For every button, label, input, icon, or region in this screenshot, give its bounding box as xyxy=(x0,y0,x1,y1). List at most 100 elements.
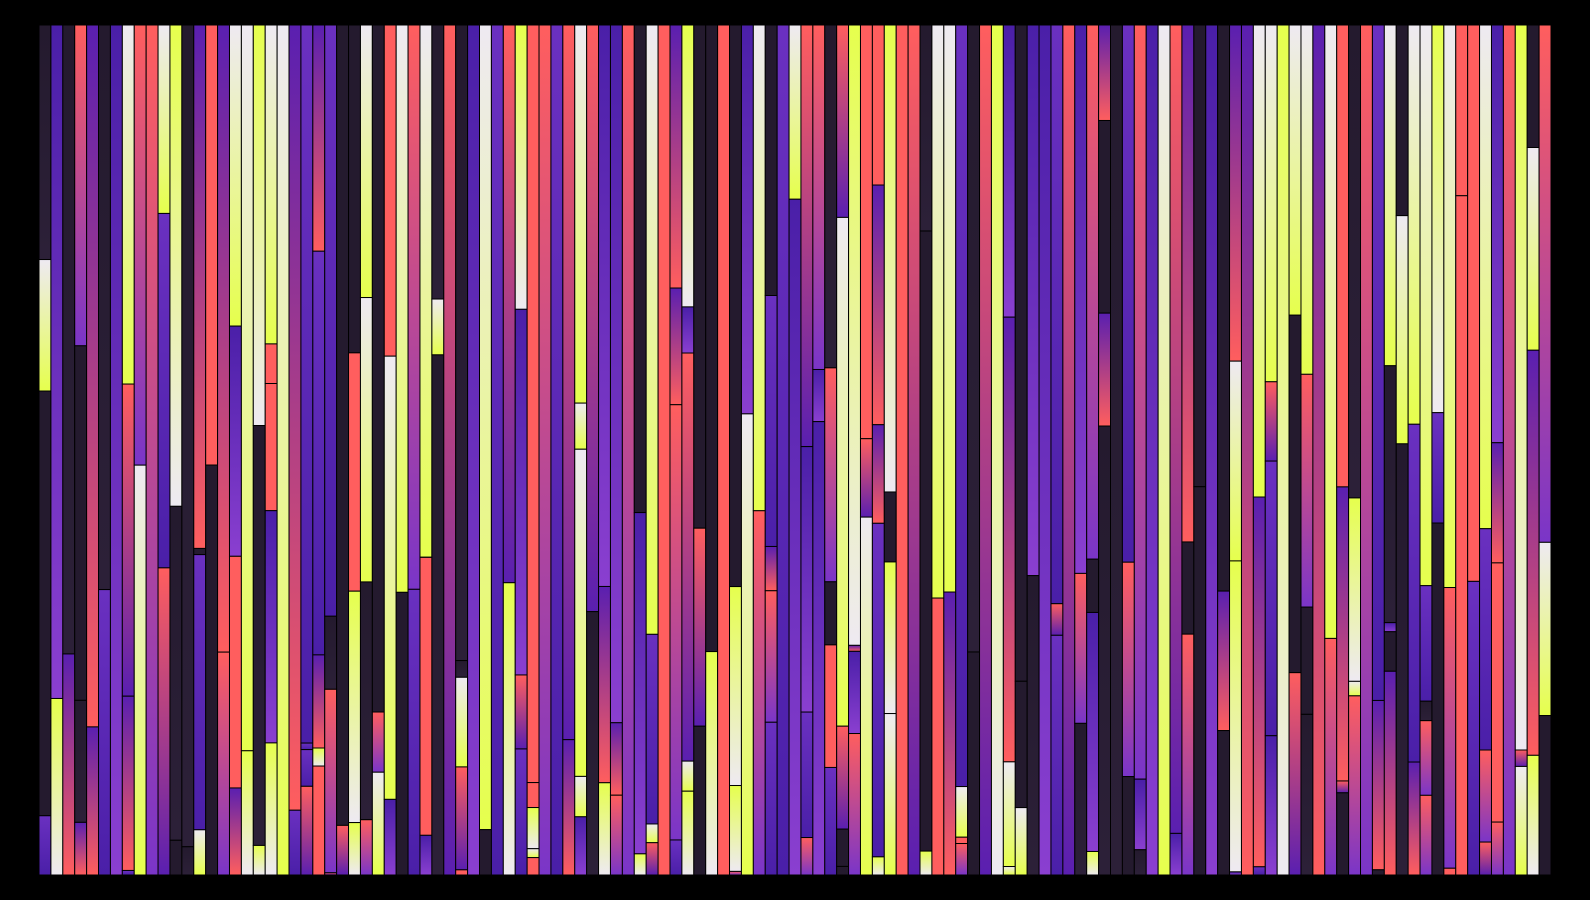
stripe-segment xyxy=(74,345,88,701)
stripe-segment xyxy=(1074,572,1088,724)
stripe-segment xyxy=(848,650,861,735)
stripe-segment xyxy=(1086,611,1100,852)
stripe-segment xyxy=(645,842,659,876)
stripe-segment xyxy=(431,24,445,300)
stripe-segment xyxy=(967,24,981,653)
stripe-segment xyxy=(300,749,314,787)
stripe-segment xyxy=(1086,850,1100,876)
stripe-segment xyxy=(1455,24,1469,197)
stripe-segment xyxy=(1490,562,1504,823)
stripe-segment xyxy=(824,367,838,583)
stripe-segment xyxy=(288,24,302,811)
stripe-segment xyxy=(669,24,683,289)
stripe-segment xyxy=(121,869,135,876)
stripe-segment xyxy=(1336,486,1350,782)
stripe-segment xyxy=(859,24,873,440)
stripe-segment xyxy=(514,748,528,876)
stripe-segment xyxy=(38,24,52,261)
stripe-segment xyxy=(574,448,588,777)
stripe-segment xyxy=(931,24,945,599)
stripe-segment xyxy=(157,24,171,214)
stripe-segment xyxy=(1098,312,1111,427)
stripe-segment xyxy=(836,828,850,867)
stripe-segment xyxy=(1217,24,1231,592)
stripe-segment xyxy=(788,198,802,876)
stripe-segment xyxy=(1145,24,1159,876)
stripe-segment xyxy=(419,24,433,558)
stripe-segment xyxy=(502,582,516,876)
stripe-segment xyxy=(1467,24,1481,582)
stripe-segment xyxy=(1490,24,1504,444)
stripe-segment xyxy=(1002,866,1016,876)
stripe-segment xyxy=(812,368,826,423)
stripe-segment xyxy=(1229,871,1242,876)
stripe-segment xyxy=(1014,680,1028,809)
stripe-segment xyxy=(729,870,742,876)
stripe-segment xyxy=(455,676,469,768)
stripe-segment xyxy=(1193,24,1207,488)
stripe-segment xyxy=(1193,486,1207,876)
stripe-segment xyxy=(1312,24,1326,876)
stripe-segment xyxy=(38,815,52,876)
stripe-segment xyxy=(526,848,540,859)
stripe-segment xyxy=(431,298,445,356)
stripe-segment xyxy=(1240,24,1254,876)
stripe-segment xyxy=(848,24,861,646)
stripe-segment xyxy=(419,556,433,836)
stripe-segment xyxy=(1336,792,1350,876)
stripe-segment xyxy=(264,343,278,385)
stripe-segment xyxy=(336,824,350,876)
stripe-segment xyxy=(1419,585,1433,702)
stripe-segment xyxy=(86,726,100,876)
stripe-segment xyxy=(1050,603,1064,636)
stripe-segment xyxy=(1526,24,1540,149)
stripe-segment xyxy=(562,24,576,741)
stripe-segment xyxy=(1490,442,1504,564)
stripe-segment xyxy=(836,725,850,830)
stripe-segment xyxy=(1360,24,1373,876)
stripe-segment xyxy=(1181,633,1195,876)
stripe-segment xyxy=(1264,24,1278,383)
stripe-segment xyxy=(729,24,742,588)
stripe-segment xyxy=(359,297,373,583)
stripe-segment xyxy=(193,554,207,831)
stripe-segment xyxy=(1252,866,1266,876)
stripe-segment xyxy=(1538,24,1552,543)
stripe-segment xyxy=(871,24,885,186)
stripe-segment xyxy=(50,697,64,876)
stripe-segment xyxy=(1443,24,1457,589)
stripe-segment xyxy=(1229,24,1242,362)
stripe-segment xyxy=(919,850,933,876)
stripe-segment xyxy=(1002,316,1016,763)
stripe-segment xyxy=(1443,587,1457,869)
stripe-segment xyxy=(395,24,409,593)
stripe-segment xyxy=(324,24,338,617)
stripe-segment xyxy=(1288,672,1302,876)
stripe-segment xyxy=(883,24,897,493)
stripe-segment xyxy=(967,651,981,876)
stripe-segment xyxy=(1276,24,1290,876)
stripe-segment xyxy=(407,24,421,590)
stripe-segment xyxy=(550,24,564,876)
stripe-segment xyxy=(1169,832,1183,876)
stripe-segment xyxy=(371,24,385,713)
stripe-segment xyxy=(1288,314,1302,674)
stripe-segment xyxy=(693,24,707,529)
stripe-segment xyxy=(955,836,969,845)
stripe-segment xyxy=(609,794,623,876)
stripe-segment xyxy=(1205,24,1219,876)
stripe-segment xyxy=(586,24,600,613)
stripe-segment xyxy=(455,660,469,678)
stripe-segment xyxy=(240,24,254,752)
stripe-segment xyxy=(300,742,314,751)
stripe-segment xyxy=(1395,215,1409,445)
stripe-segment xyxy=(717,24,731,876)
stripe-segment xyxy=(1431,412,1445,524)
stripe-segment xyxy=(740,413,754,876)
stripe-segment xyxy=(907,24,921,876)
stripe-segment xyxy=(74,699,88,823)
stripe-segment xyxy=(145,24,159,876)
stripe-segment xyxy=(1336,24,1350,488)
stripe-segment xyxy=(955,24,969,788)
